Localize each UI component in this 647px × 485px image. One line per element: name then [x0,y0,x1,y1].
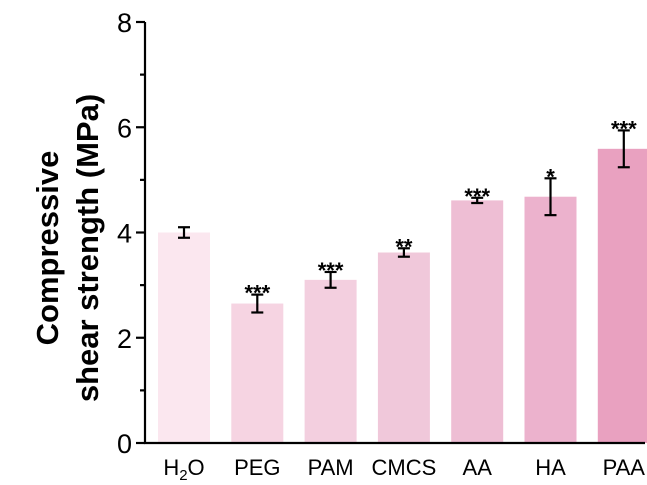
y-tick-label-8: 8 [117,8,132,38]
x-tick-label-aa: AA [463,455,493,480]
error-bar-aa [471,196,484,205]
error-bar-h2o [178,226,190,239]
bar-h2o [158,232,210,443]
error-bar-paa [617,129,630,169]
bar-paa [597,148,647,444]
x-tick-label-h2o: H2O [163,455,204,484]
significance-label-pam: *** [318,258,344,283]
y-axis-label-line1: Compressive [30,151,65,346]
bar-aa [451,200,504,443]
bars-layer [158,148,647,444]
y-axis-label-line2: shear strength (MPa) [70,94,105,402]
bar-peg [231,303,284,443]
x-tick-label-cmcs: CMCS [372,455,437,480]
y-tick-label-4: 4 [117,219,132,249]
bar-pam [304,279,357,443]
bar-cmcs [377,252,430,443]
axes-layer [136,20,645,445]
significance-label-peg: *** [244,281,270,306]
y-axis-label: Compressive shear strength (MPa) [30,94,105,402]
error-bar-ha [544,177,557,217]
significance-label-paa: *** [611,116,637,141]
x-tick-label-ha: HA [535,455,566,480]
error-bar-peg [251,293,264,314]
significance-label-ha: * [546,164,555,189]
error-bars-layer [178,129,630,314]
error-bar-cmcs [397,247,410,258]
significance-label-aa: *** [464,184,490,209]
y-tick-label-2: 2 [117,324,132,354]
significance-layer: *************** [244,116,637,305]
x-tick-label-paa: PAA [603,455,646,480]
error-bar-pam [324,270,337,289]
x-categories-layer: H2O PEG PAM CMCS AA HA PAA [163,455,645,484]
y-tick-label-0: 0 [117,429,132,459]
significance-label-cmcs: ** [395,234,413,259]
x-tick-label-peg: PEG [234,455,280,480]
y-ticks-layer: 0 2 4 6 8 [117,8,132,459]
y-tick-label-6: 6 [117,113,132,143]
bar-ha [524,196,577,443]
x-tick-label-pam: PAM [308,455,354,480]
